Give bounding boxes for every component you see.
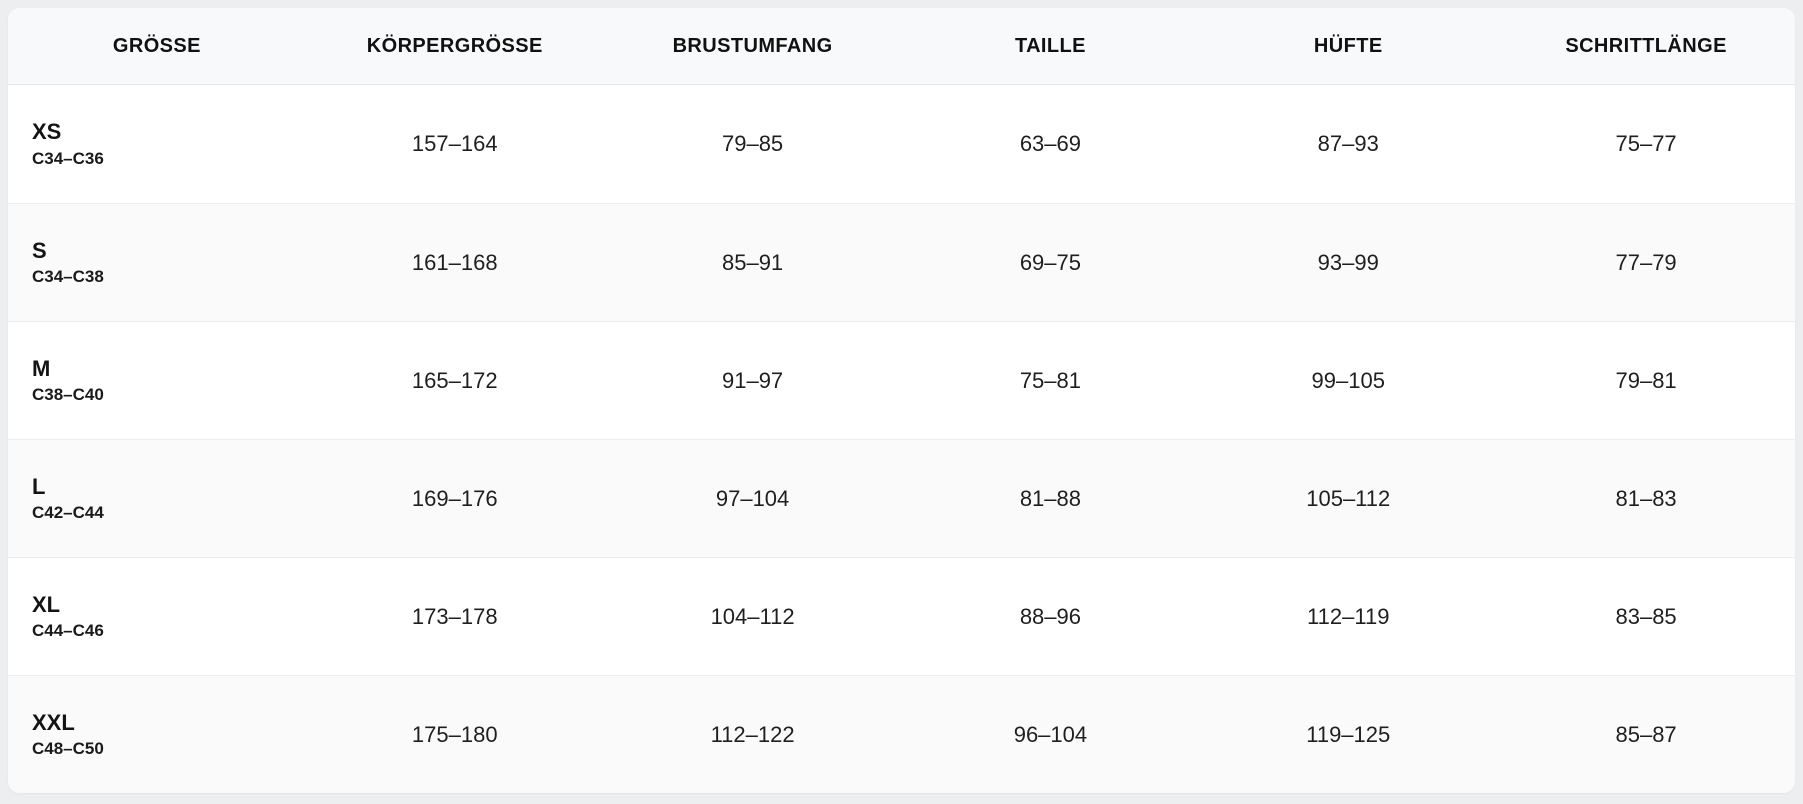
brustumfang-cell: 91–97 bbox=[721, 367, 784, 393]
table-row: XL C44–C46 173–178 104–112 88–96 112–119… bbox=[8, 557, 1795, 675]
brustumfang-cell: 112–122 bbox=[710, 721, 795, 747]
size-label: L bbox=[32, 473, 46, 499]
taille-cell: 75–81 bbox=[1019, 367, 1081, 393]
taille-cell: 81–88 bbox=[1019, 485, 1081, 511]
koerpergroesse-cell: 165–172 bbox=[411, 367, 498, 393]
huefte-cell: 112–119 bbox=[1307, 603, 1390, 629]
column-header-brustumfang: BRUSTUMFANG bbox=[672, 34, 833, 57]
header-row: GRÖSSE KÖRPERGRÖSSE BRUSTUMFANG TAILLE HÜFTE… bbox=[8, 8, 1795, 85]
size-cell: L C42–C44 bbox=[8, 440, 306, 557]
column-header-taille: TAILLE bbox=[1014, 34, 1086, 57]
koerpergroesse-cell: 169–176 bbox=[411, 485, 498, 511]
size-label: S bbox=[32, 237, 47, 263]
koerpergroesse-cell: 157–164 bbox=[411, 131, 498, 156]
size-code-label: C42–C44 bbox=[32, 503, 104, 523]
size-cell: XL C44–C46 bbox=[8, 558, 306, 675]
size-label: XL bbox=[32, 591, 61, 617]
size-label: M bbox=[32, 355, 51, 381]
brustumfang-cell: 104–112 bbox=[710, 603, 795, 629]
size-chart-card: GRÖSSE KÖRPERGRÖSSE BRUSTUMFANG TAILLE HÜFTE… bbox=[8, 8, 1795, 793]
brustumfang-cell: 79–85 bbox=[721, 131, 784, 156]
huefte-cell: 105–112 bbox=[1306, 485, 1391, 511]
column-header-groesse: GRÖSSE bbox=[112, 34, 201, 57]
size-label: XXL bbox=[32, 709, 75, 735]
column-header-huefte: HÜFTE bbox=[1313, 34, 1383, 57]
huefte-cell: 119–125 bbox=[1306, 721, 1391, 747]
size-code-label: C44–C46 bbox=[32, 621, 104, 641]
brustumfang-cell: 85–91 bbox=[721, 249, 784, 275]
huefte-cell: 87–93 bbox=[1317, 131, 1379, 156]
schrittlaenge-cell: 81–83 bbox=[1615, 485, 1677, 511]
schrittlaenge-cell: 83–85 bbox=[1615, 603, 1677, 629]
size-cell: XS C34–C36 bbox=[8, 85, 306, 203]
table-row: XXL C48–C50 175–180 112–122 96–104 119–1… bbox=[8, 675, 1795, 793]
schrittlaenge-cell: 79–81 bbox=[1615, 367, 1677, 393]
huefte-cell: 93–99 bbox=[1317, 249, 1379, 275]
table-row: M C38–C40 165–172 91–97 75–81 99–105 79–… bbox=[8, 321, 1795, 439]
table-row: L C42–C44 169–176 97–104 81–88 105–112 8… bbox=[8, 439, 1795, 557]
koerpergroesse-cell: 173–178 bbox=[411, 603, 498, 629]
size-code-label: C38–C40 bbox=[32, 385, 104, 405]
size-code-label: C34–C36 bbox=[32, 148, 104, 168]
huefte-cell: 99–105 bbox=[1311, 367, 1385, 393]
taille-cell: 96–104 bbox=[1013, 721, 1088, 747]
size-code-label: C34–C38 bbox=[32, 267, 104, 287]
schrittlaenge-cell: 77–79 bbox=[1615, 249, 1677, 275]
column-header-schrittlaenge: SCHRITTLÄNGE bbox=[1565, 34, 1727, 57]
koerpergroesse-cell: 161–168 bbox=[411, 249, 498, 275]
brustumfang-cell: 97–104 bbox=[715, 485, 790, 511]
taille-cell: 88–96 bbox=[1019, 603, 1081, 629]
schrittlaenge-cell: 75–77 bbox=[1615, 131, 1677, 156]
size-label: XS bbox=[32, 119, 62, 145]
column-header-koerpergroesse: KÖRPERGRÖSSE bbox=[366, 34, 543, 57]
size-cell: M C38–C40 bbox=[8, 322, 306, 439]
table-row: XS C34–C36 157–164 79–85 63–69 87–93 75–… bbox=[8, 85, 1795, 203]
size-code-label: C48–C50 bbox=[32, 739, 104, 759]
size-cell: XXL C48–C50 bbox=[8, 676, 306, 793]
koerpergroesse-cell: 175–180 bbox=[411, 721, 498, 747]
size-cell: S C34–C38 bbox=[8, 204, 306, 321]
taille-cell: 63–69 bbox=[1019, 131, 1081, 156]
schrittlaenge-cell: 85–87 bbox=[1615, 721, 1677, 747]
table-body: XS C34–C36 157–164 79–85 63–69 87–93 75–… bbox=[8, 85, 1795, 793]
table-row: S C34–C38 161–168 85–91 69–75 93–99 77–7… bbox=[8, 203, 1795, 321]
taille-cell: 69–75 bbox=[1019, 249, 1081, 275]
